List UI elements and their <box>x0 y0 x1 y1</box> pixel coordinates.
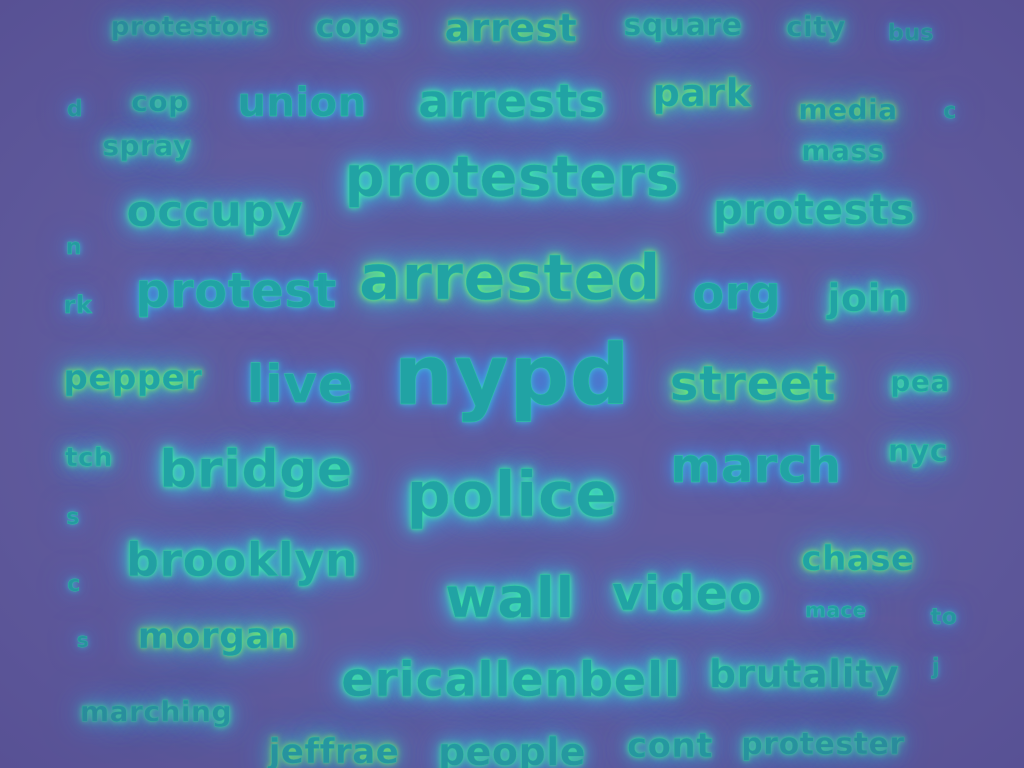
word-mass: mass <box>801 134 885 167</box>
word-d: d <box>66 97 84 122</box>
word-brooklyn: brooklyn <box>126 533 358 587</box>
word-protest: protest <box>135 263 337 319</box>
word-nyc: nyc <box>887 434 949 469</box>
word-arrested: arrested <box>358 241 662 314</box>
word-brutality: brutality <box>708 652 900 696</box>
word-marching: marching <box>80 695 232 728</box>
word-n: n <box>65 235 83 260</box>
word-s-left: s <box>66 505 80 530</box>
word-cont: cont <box>627 726 713 766</box>
word-ericallenbell: ericallenbell <box>341 652 681 708</box>
word-cop: cop <box>131 85 189 118</box>
word-jeffrae: jeffrae <box>268 732 400 768</box>
word-city: city <box>786 10 846 43</box>
word-people: people <box>437 730 587 768</box>
word-arrests: arrests <box>418 74 606 128</box>
word-square: square <box>623 8 743 43</box>
word-s-left2: s <box>76 628 90 652</box>
word-live: live <box>246 355 354 415</box>
word-to: to <box>930 605 958 630</box>
word-morgan: morgan <box>137 616 297 657</box>
word-org: org <box>692 266 782 320</box>
word-protestors: protestors <box>110 12 270 42</box>
word-pepper: pepper <box>63 358 203 398</box>
word-video: video <box>611 566 763 622</box>
word-police: police <box>406 458 618 531</box>
word-cops: cops <box>315 7 401 45</box>
word-mace: mace <box>805 598 867 622</box>
word-protests: protests <box>712 185 916 234</box>
word-protesters: protesters <box>344 145 680 210</box>
word-tch: tch <box>65 443 113 473</box>
word-arrest: arrest <box>444 6 578 50</box>
word-spray: spray <box>102 129 192 162</box>
word-j-right: j <box>931 655 941 680</box>
word-rk: rk <box>63 291 93 319</box>
word-join: join <box>827 276 909 320</box>
word-bus: bus <box>887 21 935 46</box>
word-bridge: bridge <box>159 440 353 500</box>
word-street: street <box>669 356 837 412</box>
word-c-left: c <box>67 572 81 597</box>
word-c-right: c <box>943 99 957 124</box>
word-protester: protester <box>741 727 905 762</box>
word-chase: chase <box>801 539 915 579</box>
word-pea: pea <box>890 365 950 398</box>
word-wall: wall <box>445 566 575 631</box>
word-occupy: occupy <box>126 186 304 237</box>
word-march: march <box>670 438 842 494</box>
word-media: media <box>798 93 898 126</box>
word-union: union <box>237 80 367 126</box>
word-park: park <box>652 71 752 115</box>
word-nypd: nypd <box>393 326 631 424</box>
